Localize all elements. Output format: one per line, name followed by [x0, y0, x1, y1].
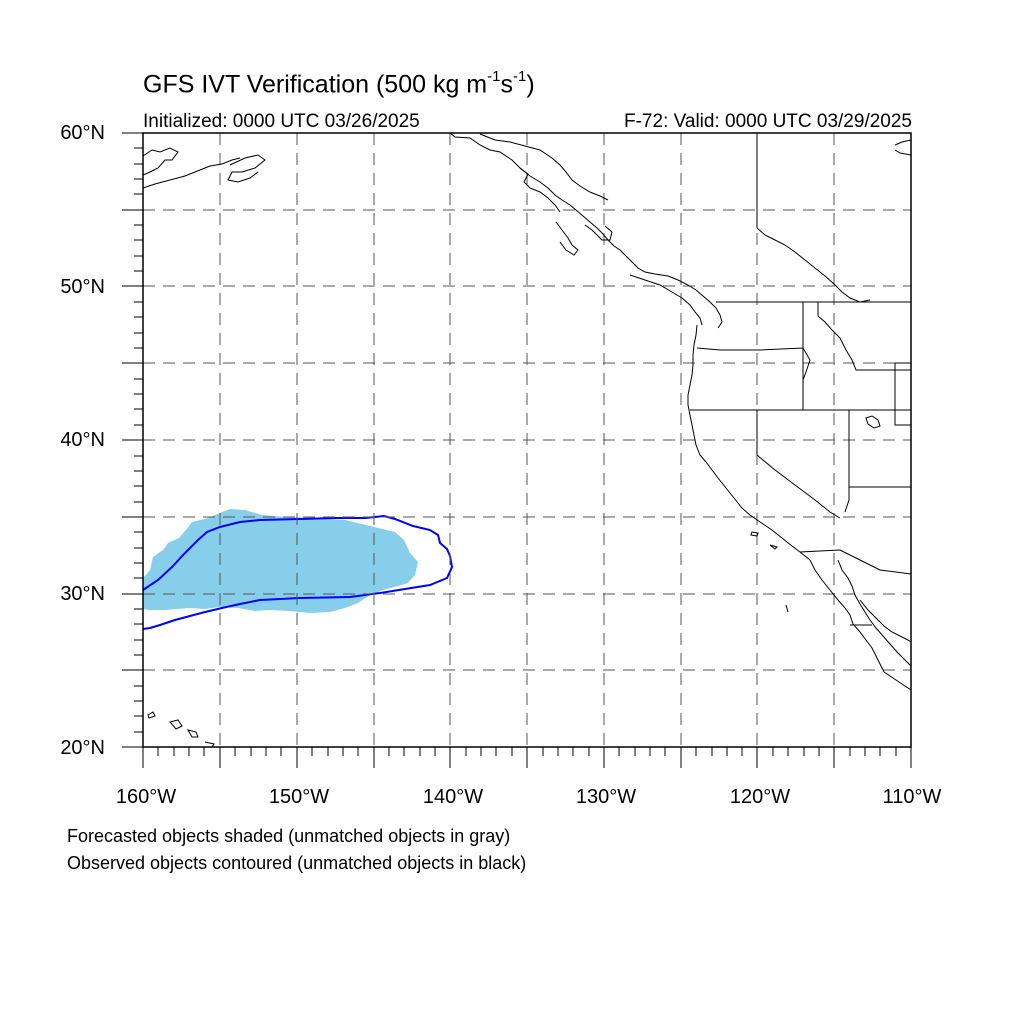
lat-label-50n: 50°N: [60, 276, 105, 298]
lon-label-140w: 140°W: [422, 786, 484, 808]
observed-ivt-contour: [143, 514, 454, 630]
plot-frame: [122, 132, 912, 768]
legend-forecast-note: Forecasted objects shaded (unmatched obj…: [67, 826, 511, 846]
lon-label-120w: 120°W: [729, 786, 791, 808]
lon-label-130w: 130°W: [575, 786, 637, 808]
lat-label-30n: 30°N: [60, 583, 105, 605]
lon-label-160w: 160°W: [115, 786, 177, 808]
init-time-label: Initialized: 0000 UTC 03/26/2025: [143, 111, 420, 132]
valid-time-label: F-72: Valid: 0000 UTC 03/29/2025: [624, 111, 912, 132]
graticule: [143, 133, 911, 747]
map-title: GFS IVT Verification (500 kg m-1s-1): [143, 68, 535, 99]
coastlines: [143, 133, 911, 747]
legend-observed-note: Observed objects contoured (unmatched ob…: [67, 853, 527, 873]
lon-label-150w: 150°W: [268, 786, 330, 808]
political-boundaries: [690, 133, 912, 626]
lat-label-60n: 60°N: [60, 122, 105, 144]
forecast-ivt-object: [143, 509, 418, 613]
lon-label-110w: 110°W: [882, 786, 942, 808]
lat-label-20n: 20°N: [60, 737, 105, 759]
lat-label-40n: 40°N: [60, 429, 105, 451]
